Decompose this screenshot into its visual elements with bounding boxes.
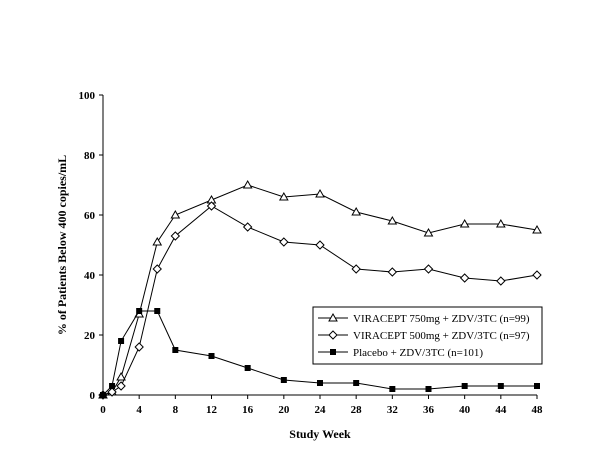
- legend-label-viracept-500: VIRACEPT 500mg + ZDV/3TC (n=97): [353, 330, 530, 342]
- data-point-square: [353, 380, 360, 386]
- x-tick-label: 48: [532, 404, 544, 416]
- legend-entry-viracept-750: VIRACEPT 750mg + ZDV/3TC (n=99): [318, 312, 530, 325]
- data-point-triangle: [495, 218, 506, 228]
- data-point-square: [208, 353, 215, 359]
- triangle-marker-icon: [328, 312, 338, 322]
- square-marker-icon: [330, 349, 336, 355]
- data-point-diamond: [107, 387, 117, 397]
- x-tick-label: 16: [242, 404, 254, 416]
- x-tick-label: 12: [206, 404, 218, 416]
- data-point-diamond: [206, 201, 217, 211]
- y-tick-label: 80: [84, 150, 96, 162]
- legend-box: [312, 306, 543, 365]
- data-point-diamond: [116, 381, 126, 391]
- series-line-1: [102, 184, 538, 396]
- legend-label-placebo: Placebo + ZDV/3TC (n=101): [353, 347, 483, 359]
- series-line-2: [102, 205, 538, 396]
- data-point-diamond: [459, 273, 470, 283]
- data-point-square: [425, 386, 432, 392]
- x-tick-label: 40: [459, 404, 471, 416]
- data-point-diamond: [315, 240, 325, 250]
- data-point-triangle: [351, 206, 362, 216]
- x-tick-label: 24: [315, 404, 327, 416]
- x-tick-label: 4: [136, 404, 142, 416]
- data-point-triangle: [532, 224, 542, 234]
- data-point-square: [109, 383, 116, 389]
- data-point-diamond: [279, 237, 289, 247]
- series-line-3: [102, 310, 537, 396]
- y-tick-label: 0: [90, 390, 96, 402]
- data-point-triangle: [170, 209, 181, 219]
- data-point-square: [118, 338, 125, 344]
- data-point-square: [100, 392, 106, 398]
- data-point-square: [280, 377, 287, 383]
- data-point-square: [389, 386, 396, 392]
- legend-entry-placebo: Placebo + ZDV/3TC (n=101): [318, 347, 483, 359]
- data-point-diamond: [496, 276, 506, 286]
- data-point-square: [172, 347, 179, 353]
- legend-entry-viracept-500: VIRACEPT 500mg + ZDV/3TC (n=97): [318, 330, 530, 342]
- y-tick-label: 60: [84, 210, 96, 222]
- legend: VIRACEPT 750mg + ZDV/3TC (n=99) VIRACEPT…: [312, 306, 543, 365]
- data-point-square: [461, 383, 468, 389]
- series-layer: [98, 179, 542, 400]
- x-ticks: 0 4 8 12 16 20 24 28 32 36 40 44 48: [100, 395, 543, 416]
- x-axis-title: Study Week: [289, 427, 351, 441]
- y-tick-label: 20: [84, 330, 96, 342]
- data-point-square: [244, 365, 251, 371]
- y-axis-title: % of Patients Below 400 copies/mL: [55, 155, 69, 335]
- y-tick-label: 40: [84, 270, 96, 282]
- x-tick-label: 8: [173, 404, 179, 416]
- data-point-diamond: [532, 270, 542, 280]
- data-point-diamond: [242, 222, 253, 232]
- data-point-square: [534, 383, 540, 389]
- data-point-diamond: [170, 231, 181, 241]
- y-tick-label: 100: [79, 90, 96, 102]
- data-point-triangle: [387, 215, 398, 225]
- data-point-diamond: [351, 264, 361, 274]
- data-point-triangle: [315, 188, 325, 198]
- data-point-square: [497, 383, 504, 389]
- data-point-square: [136, 308, 143, 314]
- data-point-triangle: [423, 227, 434, 237]
- data-point-triangle: [116, 371, 126, 381]
- data-point-diamond: [387, 267, 398, 277]
- data-point-diamond: [134, 342, 144, 352]
- x-tick-label: 20: [278, 404, 290, 416]
- data-point-triangle: [152, 236, 163, 246]
- x-tick-label: 44: [495, 404, 507, 416]
- diamond-marker-icon: [328, 330, 338, 340]
- y-ticks: 0 20 40 60 80 100: [79, 90, 103, 402]
- x-tick-label: 0: [100, 404, 106, 416]
- data-point-square: [317, 380, 323, 386]
- data-point-triangle: [459, 218, 470, 228]
- data-point-triangle: [242, 179, 253, 189]
- series-3: [100, 308, 540, 398]
- series-2: [98, 201, 542, 400]
- x-tick-label: 36: [423, 404, 435, 416]
- x-tick-label: 28: [351, 404, 363, 416]
- data-point-diamond: [152, 264, 162, 274]
- legend-label-viracept-750: VIRACEPT 750mg + ZDV/3TC (n=99): [353, 313, 530, 325]
- x-tick-label: 32: [387, 404, 399, 416]
- data-point-square: [154, 308, 161, 314]
- series-1: [98, 179, 542, 399]
- data-point-diamond: [423, 264, 434, 274]
- data-point-triangle: [278, 191, 289, 201]
